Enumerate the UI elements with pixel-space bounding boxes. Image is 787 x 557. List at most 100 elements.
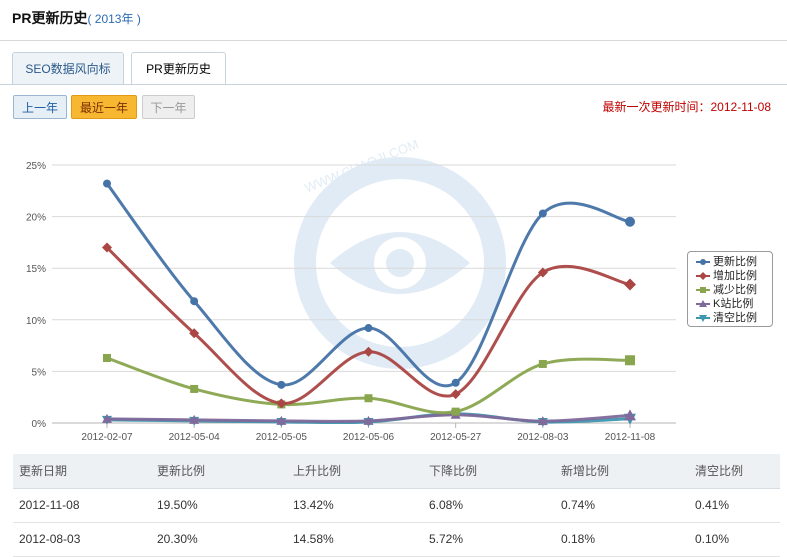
column-header: 下降比例 <box>429 464 478 478</box>
column-header: 更新比例 <box>157 464 206 478</box>
data-point <box>190 384 199 393</box>
table-cell: 0.18% <box>561 532 596 546</box>
x-tick-label: 2012-05-27 <box>430 432 482 443</box>
data-point <box>102 242 112 253</box>
table-cell: 5.72% <box>429 532 464 546</box>
y-axis: 0% 5% 10% 15% 20% 25% <box>26 161 46 430</box>
data-point <box>276 415 287 425</box>
pr-history-table: 更新日期 更新比例 上升比例 下降比例 新增比例 清空比例 2012-11-08… <box>13 454 780 557</box>
legend-label: 清空比例 <box>713 312 757 324</box>
legend-marker-icon <box>696 300 710 308</box>
data-point <box>699 300 707 308</box>
table-cell: 13.42% <box>293 498 334 512</box>
table-cell: 20.30% <box>157 532 198 546</box>
data-point <box>103 179 111 188</box>
data-point <box>538 359 547 368</box>
x-tick-label: 2012-02-07 <box>81 432 133 443</box>
legend-label: 更新比例 <box>713 256 757 268</box>
data-point <box>700 287 706 294</box>
x-tick-label: 2012-05-05 <box>256 432 308 443</box>
x-tick-label: 2012-05-06 <box>343 432 395 443</box>
last-update-time: 最新一次更新时间：2012-11-08 <box>602 100 772 114</box>
data-point <box>625 216 635 227</box>
x-axis: 2012-02-07 2012-05-04 2012-05-05 2012-05-06… <box>81 423 656 443</box>
watermark-eye <box>330 232 470 294</box>
data-point <box>363 346 374 357</box>
data-point <box>363 415 374 425</box>
x-tick-label: 2012-05-04 <box>169 432 221 443</box>
column-header: 新增比例 <box>561 464 610 478</box>
column-header: 上升比例 <box>293 464 342 478</box>
legend-item[interactable]: 更新比例 <box>688 255 772 269</box>
legend-marker-icon <box>696 272 710 281</box>
tab-seo-data[interactable]: SEO数据风向标 <box>12 52 124 84</box>
table-cell: 2012-11-08 <box>19 498 80 512</box>
data-point <box>364 324 373 333</box>
data-point <box>102 413 112 423</box>
data-point <box>276 398 287 409</box>
prev-year-button[interactable]: 上一年 <box>13 95 67 119</box>
y-tick-label: 10% <box>26 316 46 327</box>
title-divider <box>0 40 787 41</box>
y-tick-label: 5% <box>32 367 47 378</box>
data-point <box>538 209 547 218</box>
x-tick-label: 2012-08-03 <box>517 432 569 443</box>
data-point <box>537 416 548 426</box>
page-title: PR更新历史( 2013年 ) <box>12 8 141 28</box>
table-row: 2012-11-08 19.50% 13.42% 6.08% 0.74% 0.4… <box>13 489 780 523</box>
y-tick-label: 25% <box>26 161 46 172</box>
page-title-text: PR更新历史 <box>12 10 88 26</box>
table-cell: 19.50% <box>157 498 198 512</box>
data-point <box>189 414 200 424</box>
data-point <box>624 409 636 421</box>
table-cell: 0.41% <box>695 498 730 512</box>
series-line <box>106 356 631 415</box>
watermark-ring <box>294 157 506 369</box>
next-year-button[interactable]: 下一年 <box>142 95 195 119</box>
data-point <box>451 378 460 387</box>
table-row: 2012-08-03 20.30% 14.58% 5.72% 0.18% 0.1… <box>13 523 780 557</box>
y-tick-label: 20% <box>26 213 46 224</box>
x-tick-label: 2012-11-08 <box>605 432 656 443</box>
data-point <box>699 315 707 323</box>
data-point <box>625 355 635 366</box>
legend-marker-icon <box>696 315 710 323</box>
legend-item[interactable]: 减少比例 <box>688 283 772 297</box>
y-tick-label: 0% <box>32 419 47 430</box>
table-header-row: 更新日期 更新比例 上升比例 下降比例 新增比例 清空比例 <box>13 454 780 489</box>
tab-pr-history[interactable]: PR更新历史 <box>131 52 226 85</box>
series-1 <box>103 179 635 389</box>
data-point <box>699 272 707 281</box>
legend-item[interactable]: 增加比例 <box>688 269 772 283</box>
table-cell: 2012-08-03 <box>19 532 81 546</box>
column-header: 更新日期 <box>19 464 68 478</box>
data-point <box>624 278 636 291</box>
data-point <box>364 394 373 403</box>
table-cell: 0.10% <box>695 532 730 546</box>
legend-label: K站比例 <box>713 298 754 310</box>
legend-label: 增加比例 <box>713 270 757 282</box>
legend-marker-icon <box>696 287 710 294</box>
chart-series <box>102 179 636 427</box>
data-point <box>190 297 199 306</box>
legend-item[interactable]: 清空比例 <box>688 311 772 325</box>
data-point <box>700 259 706 266</box>
legend-marker-icon <box>696 259 710 266</box>
column-header: 清空比例 <box>695 464 744 478</box>
y-tick-label: 15% <box>26 264 46 275</box>
data-point <box>537 267 548 278</box>
legend-label: 减少比例 <box>713 284 757 296</box>
data-point <box>103 353 111 362</box>
legend-item[interactable]: K站比例 <box>688 297 772 311</box>
watermark-pupil <box>374 237 426 289</box>
watermark-iris <box>386 249 414 277</box>
pr-history-chart: WWW.CHAOJI.COM 0% 5% 10% 15% 20% 25% 2012-02-… <box>26 140 676 443</box>
data-point <box>189 328 200 339</box>
data-point <box>277 380 286 389</box>
chart-legend: 更新比例增加比例减少比例 K站比例清空比例 <box>687 251 773 327</box>
table-cell: 6.08% <box>429 498 464 512</box>
data-point <box>451 407 460 416</box>
year-label[interactable]: ( 2013年 ) <box>87 12 141 26</box>
series-2 <box>102 242 636 409</box>
recent-year-button[interactable]: 最近一年 <box>71 95 137 119</box>
